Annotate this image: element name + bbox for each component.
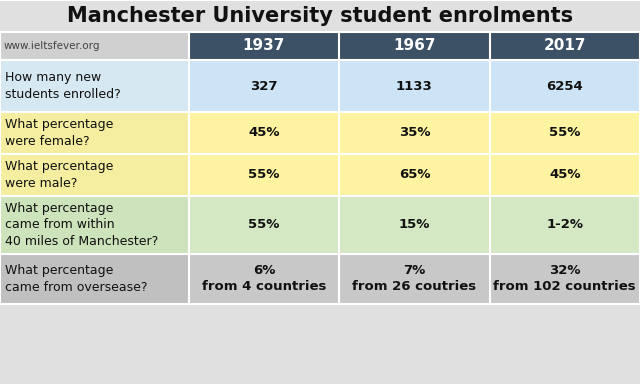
Bar: [0, 112, 189, 154]
Bar: [490, 60, 640, 112]
Text: 45%: 45%: [549, 169, 580, 182]
Bar: [0, 196, 189, 254]
Text: www.ieltsfever.org: www.ieltsfever.org: [4, 41, 100, 51]
Bar: [490, 154, 640, 196]
Text: 6%
from 4 countries: 6% from 4 countries: [202, 265, 326, 293]
Text: 1-2%: 1-2%: [547, 218, 583, 232]
Text: 2017: 2017: [543, 38, 586, 53]
Text: 1133: 1133: [396, 79, 433, 93]
Text: 1967: 1967: [393, 38, 436, 53]
Bar: [339, 196, 490, 254]
Text: 65%: 65%: [399, 169, 430, 182]
Bar: [339, 112, 490, 154]
Text: Manchester University student enrolments: Manchester University student enrolments: [67, 6, 573, 26]
Bar: [0, 154, 189, 196]
Bar: [189, 32, 339, 60]
Bar: [189, 154, 339, 196]
Text: 327: 327: [250, 79, 278, 93]
Text: 1937: 1937: [243, 38, 285, 53]
Text: 35%: 35%: [399, 126, 430, 139]
Bar: [339, 154, 490, 196]
Bar: [0, 60, 189, 112]
Text: What percentage
came from within
40 miles of Manchester?: What percentage came from within 40 mile…: [5, 202, 158, 248]
Text: 15%: 15%: [399, 218, 430, 232]
Text: 7%
from 26 coutries: 7% from 26 coutries: [353, 265, 476, 293]
Bar: [490, 196, 640, 254]
Bar: [339, 254, 490, 304]
Text: 55%: 55%: [248, 218, 280, 232]
Text: What percentage
were male?: What percentage were male?: [5, 160, 113, 190]
Bar: [189, 60, 339, 112]
Text: What percentage
were female?: What percentage were female?: [5, 118, 113, 148]
Bar: [0, 0, 640, 32]
Bar: [189, 112, 339, 154]
Text: How many new
students enrolled?: How many new students enrolled?: [5, 71, 121, 101]
Text: 55%: 55%: [549, 126, 580, 139]
Text: What percentage
came from oversease?: What percentage came from oversease?: [5, 264, 147, 294]
Text: 45%: 45%: [248, 126, 280, 139]
Bar: [189, 254, 339, 304]
Bar: [339, 60, 490, 112]
Bar: [490, 112, 640, 154]
Bar: [189, 196, 339, 254]
Text: 6254: 6254: [547, 79, 583, 93]
Bar: [0, 254, 189, 304]
Bar: [490, 32, 640, 60]
Bar: [339, 32, 490, 60]
Bar: [0, 32, 189, 60]
Text: 55%: 55%: [248, 169, 280, 182]
Bar: [490, 254, 640, 304]
Text: 32%
from 102 countries: 32% from 102 countries: [493, 265, 636, 293]
